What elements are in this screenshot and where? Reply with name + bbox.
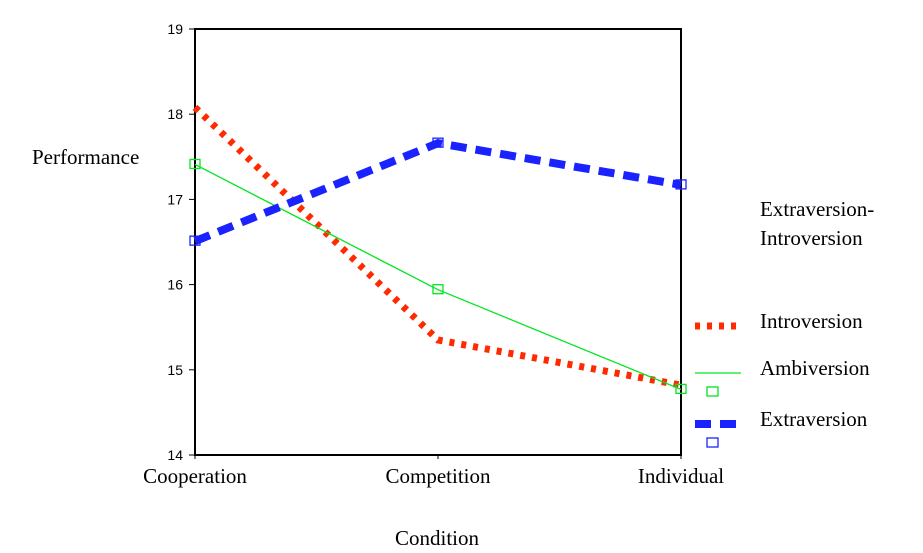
plot-frame (194, 28, 682, 456)
legend-items: Introversion Ambiversion Extraversion (695, 309, 870, 448)
x-tick-label: Individual (638, 464, 724, 488)
series-extraversion (189, 137, 687, 246)
legend-swatch-marker (706, 386, 719, 397)
y-axis-ticks: 14 15 16 17 18 19 (167, 21, 195, 463)
legend-item-extraversion: Extraversion (695, 407, 868, 448)
x-tick-label: Cooperation (143, 464, 247, 488)
legend-item-ambiversion: Ambiversion (695, 356, 870, 397)
series-ambiversion (189, 158, 687, 395)
y-tick-label: 15 (167, 362, 183, 378)
data-point-marker (189, 235, 201, 246)
legend-title-line2: Introversion (760, 226, 863, 250)
plot-border (194, 28, 682, 456)
data-point-marker (432, 284, 444, 295)
series-line-introversion (192, 104, 682, 389)
legend-label: Introversion (760, 309, 863, 333)
y-axis-label: Performance (32, 145, 139, 169)
legend-item-introversion: Introversion (695, 309, 863, 333)
legend-label: Ambiversion (760, 356, 870, 380)
y-tick-label: 14 (167, 447, 183, 463)
legend-swatch-marker (706, 437, 719, 448)
data-point-marker (675, 179, 687, 190)
series-layer (189, 104, 687, 395)
series-line-ambiversion (194, 163, 682, 390)
data-point-marker (432, 137, 444, 148)
legend-title-line1: Extraversion- (760, 197, 874, 221)
series-line-extraversion (193, 139, 682, 245)
y-tick-label: 17 (167, 191, 183, 207)
series-introversion (192, 104, 682, 389)
x-axis-label: Condition (395, 526, 480, 550)
data-point-marker (675, 383, 687, 395)
y-tick-label: 19 (167, 21, 183, 37)
legend-label: Extraversion (760, 407, 868, 431)
x-tick-label: Competition (386, 464, 492, 488)
legend: Extraversion- Introversion Introversion A… (695, 197, 874, 448)
data-point-marker (189, 158, 201, 170)
y-tick-label: 16 (167, 277, 183, 293)
x-axis-ticks: Cooperation Competition Individual (143, 455, 724, 488)
y-tick-label: 18 (167, 106, 183, 122)
